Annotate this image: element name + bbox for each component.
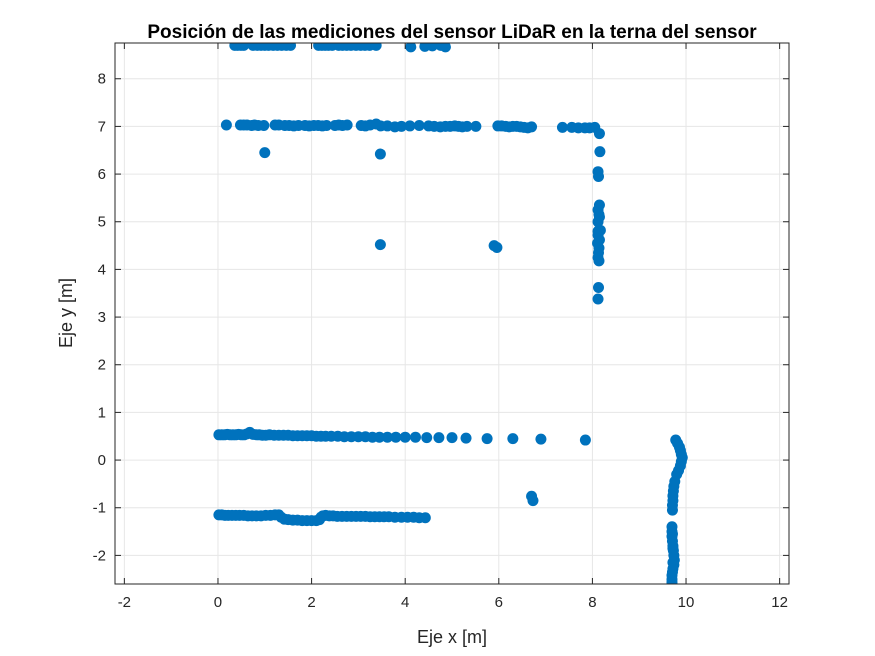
data-point: [405, 43, 417, 53]
y-tick-label: 3: [98, 309, 106, 326]
data-point: [491, 241, 503, 253]
y-tick-label: 7: [98, 118, 106, 135]
data-point: [666, 528, 678, 540]
y-tick-label: 5: [98, 214, 106, 231]
data-point: [593, 128, 605, 140]
x-tick-label: 10: [678, 594, 695, 611]
data-point: [395, 120, 407, 132]
data-point: [220, 119, 232, 131]
data-point: [258, 119, 270, 131]
x-tick-label: 0: [214, 594, 222, 611]
data-points: [213, 43, 688, 584]
data-point: [390, 431, 402, 443]
data-point: [556, 121, 568, 133]
data-point: [446, 432, 458, 444]
x-tick-labels: -2 0 2 4 6 8 10 12: [118, 594, 788, 611]
data-point: [321, 119, 333, 131]
data-point: [404, 120, 416, 132]
data-point: [370, 43, 382, 51]
data-point: [373, 431, 385, 443]
data-point: [535, 433, 547, 445]
grid-lines: [115, 43, 789, 584]
data-point: [579, 434, 591, 446]
y-tick-labels: -2 -1 0 1 2 3 4 5 6 7 8: [93, 71, 106, 565]
data-point: [433, 432, 445, 444]
data-point: [381, 431, 393, 443]
data-point: [421, 432, 433, 444]
data-point: [341, 119, 353, 131]
data-point: [666, 578, 678, 584]
x-tick-label: 12: [771, 594, 788, 611]
x-axis-label: Eje x [m]: [417, 627, 487, 647]
data-point: [592, 216, 604, 228]
y-tick-label: 0: [98, 452, 106, 469]
chart-title: Posición de las mediciones del sensor Li…: [147, 22, 757, 43]
data-point: [593, 247, 605, 259]
x-tick-label: 2: [307, 594, 315, 611]
data-point: [413, 119, 425, 131]
data-point: [593, 255, 605, 267]
data-point: [460, 432, 472, 444]
data-point: [470, 120, 482, 132]
data-point: [667, 557, 679, 569]
data-point: [374, 239, 386, 251]
axis-ticks: [115, 43, 789, 584]
data-point: [507, 433, 519, 445]
data-point: [409, 431, 421, 443]
x-tick-label: 6: [495, 594, 503, 611]
data-point: [285, 43, 297, 51]
data-point: [426, 43, 438, 52]
data-point: [526, 121, 538, 133]
y-tick-label: 8: [98, 71, 106, 88]
y-tick-label: 6: [98, 166, 106, 183]
data-point: [461, 120, 473, 132]
data-point: [667, 542, 679, 554]
data-point: [419, 512, 431, 524]
x-tick-label: -2: [118, 594, 131, 611]
y-tick-label: 2: [98, 357, 106, 374]
data-point: [527, 495, 539, 507]
data-point: [666, 504, 678, 516]
y-tick-label: -1: [93, 500, 106, 517]
y-tick-label: -2: [93, 547, 106, 564]
data-point: [481, 433, 493, 445]
x-tick-label: 4: [401, 594, 409, 611]
y-tick-label: 4: [98, 261, 106, 278]
y-tick-label: 1: [98, 404, 106, 421]
y-axis-label: Eje y [m]: [56, 278, 76, 348]
data-point: [259, 147, 271, 159]
data-point: [592, 225, 604, 237]
axes-box: [114, 42, 790, 585]
x-tick-label: 8: [588, 594, 596, 611]
data-point: [594, 146, 606, 158]
data-point: [593, 282, 605, 294]
data-point: [593, 170, 605, 182]
data-point: [374, 148, 386, 160]
data-point: [399, 431, 411, 443]
data-point: [592, 293, 604, 305]
data-point: [439, 43, 451, 53]
data-point: [238, 43, 250, 51]
